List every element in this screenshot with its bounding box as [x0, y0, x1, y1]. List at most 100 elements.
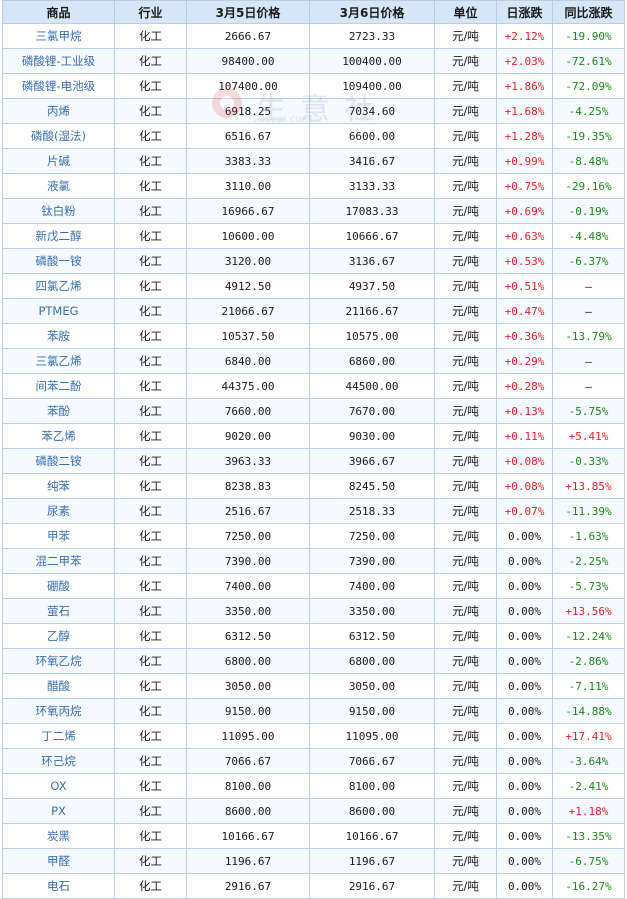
- unit-cell: 元/吨: [434, 648, 497, 674]
- commodity-link[interactable]: 磷酸锂-电池级: [2, 73, 115, 99]
- price-mar5-cell: 7250.00: [186, 523, 310, 549]
- commodity-link[interactable]: 乙醇: [2, 623, 115, 649]
- table-row: 三氯甲烷 化工 2666.67 2723.33 元/吨 +2.12% -19.90%: [2, 23, 625, 49]
- yoy-change-cell: -1.63%: [552, 523, 625, 549]
- commodity-link[interactable]: 丁二烯: [2, 723, 115, 749]
- price-mar5-cell: 6312.50: [186, 623, 310, 649]
- daily-change-cell: 0.00%: [496, 648, 553, 674]
- industry-cell: 化工: [114, 698, 187, 724]
- commodity-link[interactable]: 环氧丙烷: [2, 698, 115, 724]
- yoy-change-cell: -19.90%: [552, 23, 625, 49]
- commodity-link[interactable]: OX: [2, 773, 115, 799]
- commodity-link[interactable]: 四氯乙烯: [2, 273, 115, 299]
- price-mar5-cell: 21066.67: [186, 298, 310, 324]
- commodity-link[interactable]: 苯胺: [2, 323, 115, 349]
- commodity-link[interactable]: 甲苯: [2, 523, 115, 549]
- commodity-link[interactable]: 电石: [2, 873, 115, 899]
- unit-cell: 元/吨: [434, 673, 497, 699]
- table-row: PTMEG 化工 21066.67 21166.67 元/吨 +0.47% —: [2, 298, 625, 324]
- commodity-link[interactable]: 新戊二醇: [2, 223, 115, 249]
- price-mar5-cell: 10600.00: [186, 223, 310, 249]
- industry-cell: 化工: [114, 223, 187, 249]
- price-mar6-cell: 7670.00: [309, 398, 435, 424]
- table-row: 三氯乙烯 化工 6840.00 6860.00 元/吨 +0.29% —: [2, 348, 625, 374]
- price-mar6-cell: 10575.00: [309, 323, 435, 349]
- daily-change-cell: +0.69%: [496, 198, 553, 224]
- price-mar5-cell: 2666.67: [186, 23, 310, 49]
- daily-change-cell: +0.53%: [496, 248, 553, 274]
- commodity-link[interactable]: 醋酸: [2, 673, 115, 699]
- price-mar6-cell: 2916.67: [309, 873, 435, 899]
- unit-cell: 元/吨: [434, 498, 497, 524]
- industry-cell: 化工: [114, 98, 187, 124]
- industry-cell: 化工: [114, 73, 187, 99]
- commodity-link[interactable]: 磷酸(湿法): [2, 123, 115, 149]
- commodity-link[interactable]: 磷酸锂-工业级: [2, 48, 115, 74]
- commodity-link[interactable]: 环己烷: [2, 748, 115, 774]
- commodity-link[interactable]: 丙烯: [2, 98, 115, 124]
- daily-change-cell: 0.00%: [496, 623, 553, 649]
- commodity-link[interactable]: 磷酸二铵: [2, 448, 115, 474]
- industry-cell: 化工: [114, 423, 187, 449]
- commodity-link[interactable]: 萤石: [2, 598, 115, 624]
- table-row: 液氯 化工 3110.00 3133.33 元/吨 +0.75% -29.16%: [2, 173, 625, 199]
- commodity-link[interactable]: 片碱: [2, 148, 115, 174]
- daily-change-cell: 0.00%: [496, 673, 553, 699]
- daily-change-cell: +0.99%: [496, 148, 553, 174]
- price-mar5-cell: 4912.50: [186, 273, 310, 299]
- yoy-change-cell: -4.48%: [552, 223, 625, 249]
- price-mar6-cell: 6600.00: [309, 123, 435, 149]
- commodity-link[interactable]: 钛白粉: [2, 198, 115, 224]
- industry-cell: 化工: [114, 248, 187, 274]
- commodity-link[interactable]: 环氧乙烷: [2, 648, 115, 674]
- commodity-link[interactable]: 甲醛: [2, 848, 115, 874]
- daily-change-cell: +0.08%: [496, 448, 553, 474]
- price-mar5-cell: 8600.00: [186, 798, 310, 824]
- commodity-link[interactable]: 三氯乙烯: [2, 348, 115, 374]
- price-mar5-cell: 9020.00: [186, 423, 310, 449]
- table-row: 乙醇 化工 6312.50 6312.50 元/吨 0.00% -12.24%: [2, 623, 625, 649]
- commodity-link[interactable]: PTMEG: [2, 298, 115, 324]
- price-mar6-cell: 3966.67: [309, 448, 435, 474]
- table-row: OX 化工 8100.00 8100.00 元/吨 0.00% -2.41%: [2, 773, 625, 799]
- commodity-link[interactable]: 炭黑: [2, 823, 115, 849]
- commodity-link[interactable]: 混二甲苯: [2, 548, 115, 574]
- unit-cell: 元/吨: [434, 548, 497, 574]
- price-mar5-cell: 6800.00: [186, 648, 310, 674]
- commodity-link[interactable]: 磷酸一铵: [2, 248, 115, 274]
- unit-cell: 元/吨: [434, 473, 497, 499]
- yoy-change-cell: -4.25%: [552, 98, 625, 124]
- yoy-change-cell: -7.11%: [552, 673, 625, 699]
- table-row: 环氧丙烷 化工 9150.00 9150.00 元/吨 0.00% -14.88%: [2, 698, 625, 724]
- yoy-change-cell: -13.35%: [552, 823, 625, 849]
- price-mar6-cell: 100400.00: [309, 48, 435, 74]
- table-row: 磷酸锂-工业级 化工 98400.00 100400.00 元/吨 +2.03% -72.6…: [2, 48, 625, 74]
- yoy-change-cell: -2.41%: [552, 773, 625, 799]
- commodity-link[interactable]: 苯酚: [2, 398, 115, 424]
- unit-cell: 元/吨: [434, 23, 497, 49]
- yoy-change-cell: —: [552, 298, 625, 324]
- yoy-change-cell: -16.27%: [552, 873, 625, 899]
- table-row: 电石 化工 2916.67 2916.67 元/吨 0.00% -16.27%: [2, 873, 625, 899]
- daily-change-cell: +0.08%: [496, 473, 553, 499]
- unit-cell: 元/吨: [434, 273, 497, 299]
- price-mar5-cell: 1196.67: [186, 848, 310, 874]
- industry-cell: 化工: [114, 573, 187, 599]
- yoy-change-cell: —: [552, 373, 625, 399]
- commodity-link[interactable]: 苯乙烯: [2, 423, 115, 449]
- price-mar6-cell: 109400.00: [309, 73, 435, 99]
- commodity-link[interactable]: PX: [2, 798, 115, 824]
- commodity-link[interactable]: 纯苯: [2, 473, 115, 499]
- commodity-link[interactable]: 尿素: [2, 498, 115, 524]
- commodity-link[interactable]: 液氯: [2, 173, 115, 199]
- commodity-link[interactable]: 硼酸: [2, 573, 115, 599]
- table-row: 醋酸 化工 3050.00 3050.00 元/吨 0.00% -7.11%: [2, 673, 625, 699]
- commodity-link[interactable]: 三氯甲烷: [2, 23, 115, 49]
- yoy-change-cell: -5.75%: [552, 398, 625, 424]
- commodity-link[interactable]: 间苯二酚: [2, 373, 115, 399]
- table-body: 三氯甲烷 化工 2666.67 2723.33 元/吨 +2.12% -19.90% 磷酸锂-…: [2, 23, 625, 899]
- daily-change-cell: 0.00%: [496, 848, 553, 874]
- price-mar5-cell: 98400.00: [186, 48, 310, 74]
- unit-cell: 元/吨: [434, 773, 497, 799]
